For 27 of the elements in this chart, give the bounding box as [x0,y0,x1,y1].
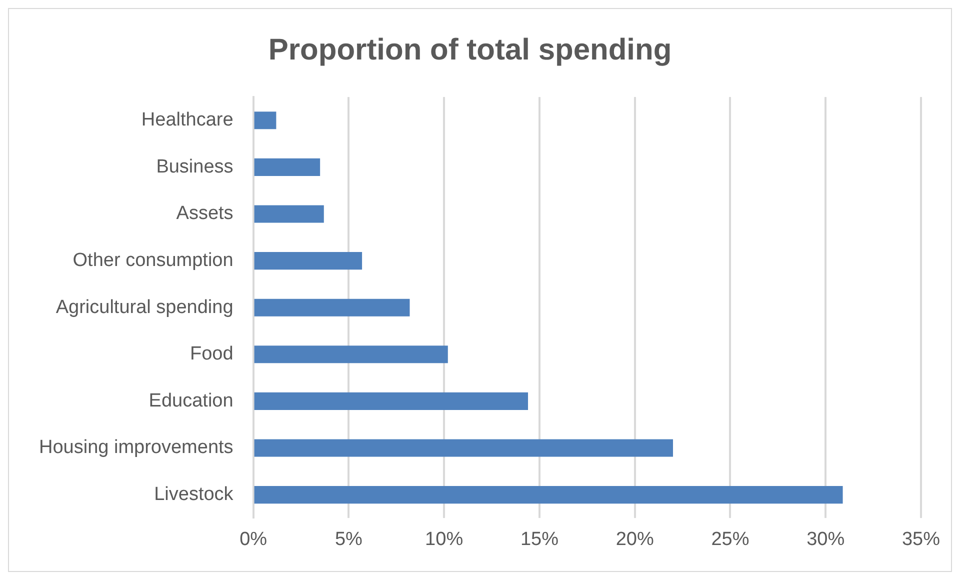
x-tick-label: 10% [425,528,464,550]
bar [254,298,410,316]
x-tick-label: 25% [711,528,750,550]
y-tick-label: Housing improvements [38,437,234,458]
y-tick-label: Food [190,344,234,365]
chart-title: Proportion of total spending [268,33,672,66]
bar [254,486,843,504]
x-tick-label: 0% [240,528,268,550]
y-tick-label: Business [156,156,234,178]
bar [254,252,362,270]
bar [254,112,276,130]
y-tick-label: Healthcare [141,110,234,131]
y-tick-label: Livestock [154,484,234,506]
y-tick-label: Assets [176,203,234,224]
x-tick-label: 20% [616,528,654,550]
bar [254,392,528,410]
bar [254,158,320,176]
y-tick-label: Agricultural spending [56,296,234,318]
y-tick-label: Other consumption [72,250,234,272]
bar [254,205,324,223]
y-tick-label: Education [148,390,234,412]
bar [254,439,673,457]
x-tick-label: 15% [520,528,559,550]
x-tick-label: 5% [334,528,363,550]
x-tick-label: 35% [902,528,940,550]
x-tick-label: 30% [806,528,845,550]
bar [254,346,448,364]
